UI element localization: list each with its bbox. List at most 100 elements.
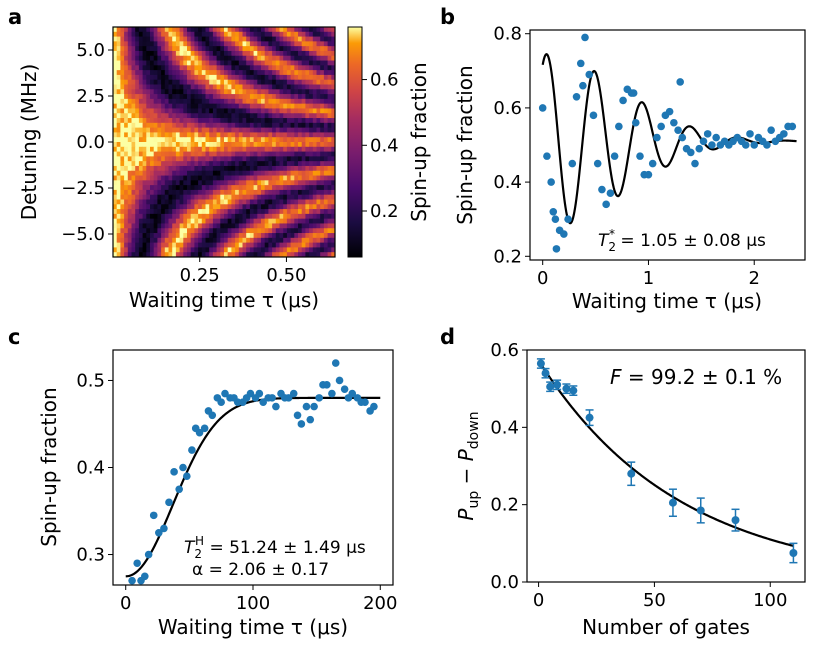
heatmap-cell [168, 36, 173, 42]
heatmap-cell [120, 233, 125, 239]
heatmap-cell [316, 122, 321, 129]
heatmap-cell [187, 185, 192, 191]
heatmap-cell [168, 74, 173, 81]
heatmap-cell [275, 142, 280, 148]
heatmap-cell [242, 55, 247, 61]
heatmap-cell [216, 223, 221, 229]
heatmap-cell [190, 233, 195, 239]
heatmap-cell [175, 233, 180, 239]
heatmap-cell [249, 31, 254, 37]
panel-d-y-tick-label: 0.4 [490, 417, 519, 438]
heatmap-cell [164, 65, 169, 71]
heatmap-cell [120, 237, 125, 244]
heatmap-cell [220, 156, 225, 162]
heatmap-cell [216, 113, 221, 119]
heatmap-cell [127, 242, 132, 248]
heatmap-cell [146, 185, 151, 191]
heatmap-cell [157, 228, 162, 234]
heatmap-cell [238, 137, 243, 143]
heatmap-cell [261, 151, 266, 157]
heatmap-cell [275, 204, 280, 210]
heatmap-cell [323, 252, 328, 258]
heatmap-cell [316, 118, 321, 124]
heatmap-cell [146, 50, 151, 57]
heatmap-cell [201, 146, 206, 152]
heatmap-cell [205, 65, 210, 71]
heatmap-cell [309, 180, 314, 186]
heatmap-cell [212, 74, 217, 81]
heatmap-cell [216, 89, 221, 95]
heatmap-cell [198, 170, 203, 176]
heatmap-cell [153, 79, 158, 85]
heatmap-cell [209, 175, 214, 181]
heatmap-cell [190, 142, 195, 148]
heatmap-cell [301, 74, 306, 81]
heatmap-cell [175, 223, 180, 229]
heatmap-cell [286, 223, 291, 229]
panel-c-data-point [335, 376, 344, 385]
heatmap-cell [116, 223, 121, 229]
heatmap-cell [201, 218, 206, 224]
heatmap-cell [231, 142, 236, 148]
heatmap-cell [320, 189, 325, 196]
heatmap-cell [275, 46, 280, 52]
heatmap-cell [187, 89, 192, 95]
heatmap-cell [242, 118, 247, 124]
heatmap-cell [198, 132, 203, 138]
heatmap-cell [301, 228, 306, 234]
heatmap-cell [235, 170, 240, 176]
heatmap-cell [305, 146, 310, 152]
heatmap-cell [305, 209, 310, 215]
heatmap-cell [283, 151, 288, 157]
heatmap-cell [175, 55, 180, 61]
heatmap-cell [187, 122, 192, 129]
heatmap-cell [283, 223, 288, 229]
heatmap-cell [216, 27, 221, 33]
heatmap-cell [179, 46, 184, 52]
heatmap-cell [283, 209, 288, 215]
heatmap-cell [172, 142, 177, 148]
heatmap-cell [157, 113, 162, 119]
heatmap-cell [231, 151, 236, 157]
heatmap-cell [257, 113, 262, 119]
colorbar-label: Spin-up fraction [407, 62, 431, 221]
heatmap-cell [246, 151, 251, 157]
heatmap-cell [142, 79, 147, 85]
heatmap-cell [164, 170, 169, 176]
heatmap-cell [264, 31, 269, 37]
heatmap-cell [201, 127, 206, 133]
heatmap-cell [235, 223, 240, 229]
heatmap-cell [323, 55, 328, 61]
heatmap-cell [190, 146, 195, 152]
heatmap-cell [323, 189, 328, 196]
heatmap-cell [238, 27, 243, 33]
heatmap-cell [249, 156, 254, 162]
heatmap-cell [124, 247, 129, 253]
heatmap-cell [331, 127, 336, 133]
heatmap-cell [309, 60, 314, 66]
heatmap-cell [146, 84, 151, 90]
heatmap-cell [175, 103, 180, 109]
heatmap-cell [246, 170, 251, 176]
heatmap-cell [309, 132, 314, 138]
heatmap-cell [124, 165, 129, 172]
heatmap-cell [205, 118, 210, 124]
heatmap-cell [316, 233, 321, 239]
panel-c-y-tick-label: 0.5 [76, 370, 105, 391]
heatmap-cell [120, 209, 125, 215]
heatmap-cell [286, 228, 291, 234]
heatmap-cell [312, 199, 317, 205]
heatmap-cell [246, 218, 251, 224]
heatmap-cell [201, 223, 206, 229]
heatmap-cell [113, 204, 118, 210]
heatmap-cell [327, 180, 332, 186]
heatmap-cell [323, 122, 328, 129]
heatmap-cell [309, 74, 314, 81]
heatmap-cell [331, 146, 336, 152]
heatmap-cell [201, 122, 206, 129]
heatmap-cell [131, 70, 136, 76]
heatmap-cell [220, 185, 225, 191]
heatmap-cell [286, 189, 291, 196]
heatmap-cell [172, 60, 177, 66]
heatmap-cell [212, 31, 217, 37]
